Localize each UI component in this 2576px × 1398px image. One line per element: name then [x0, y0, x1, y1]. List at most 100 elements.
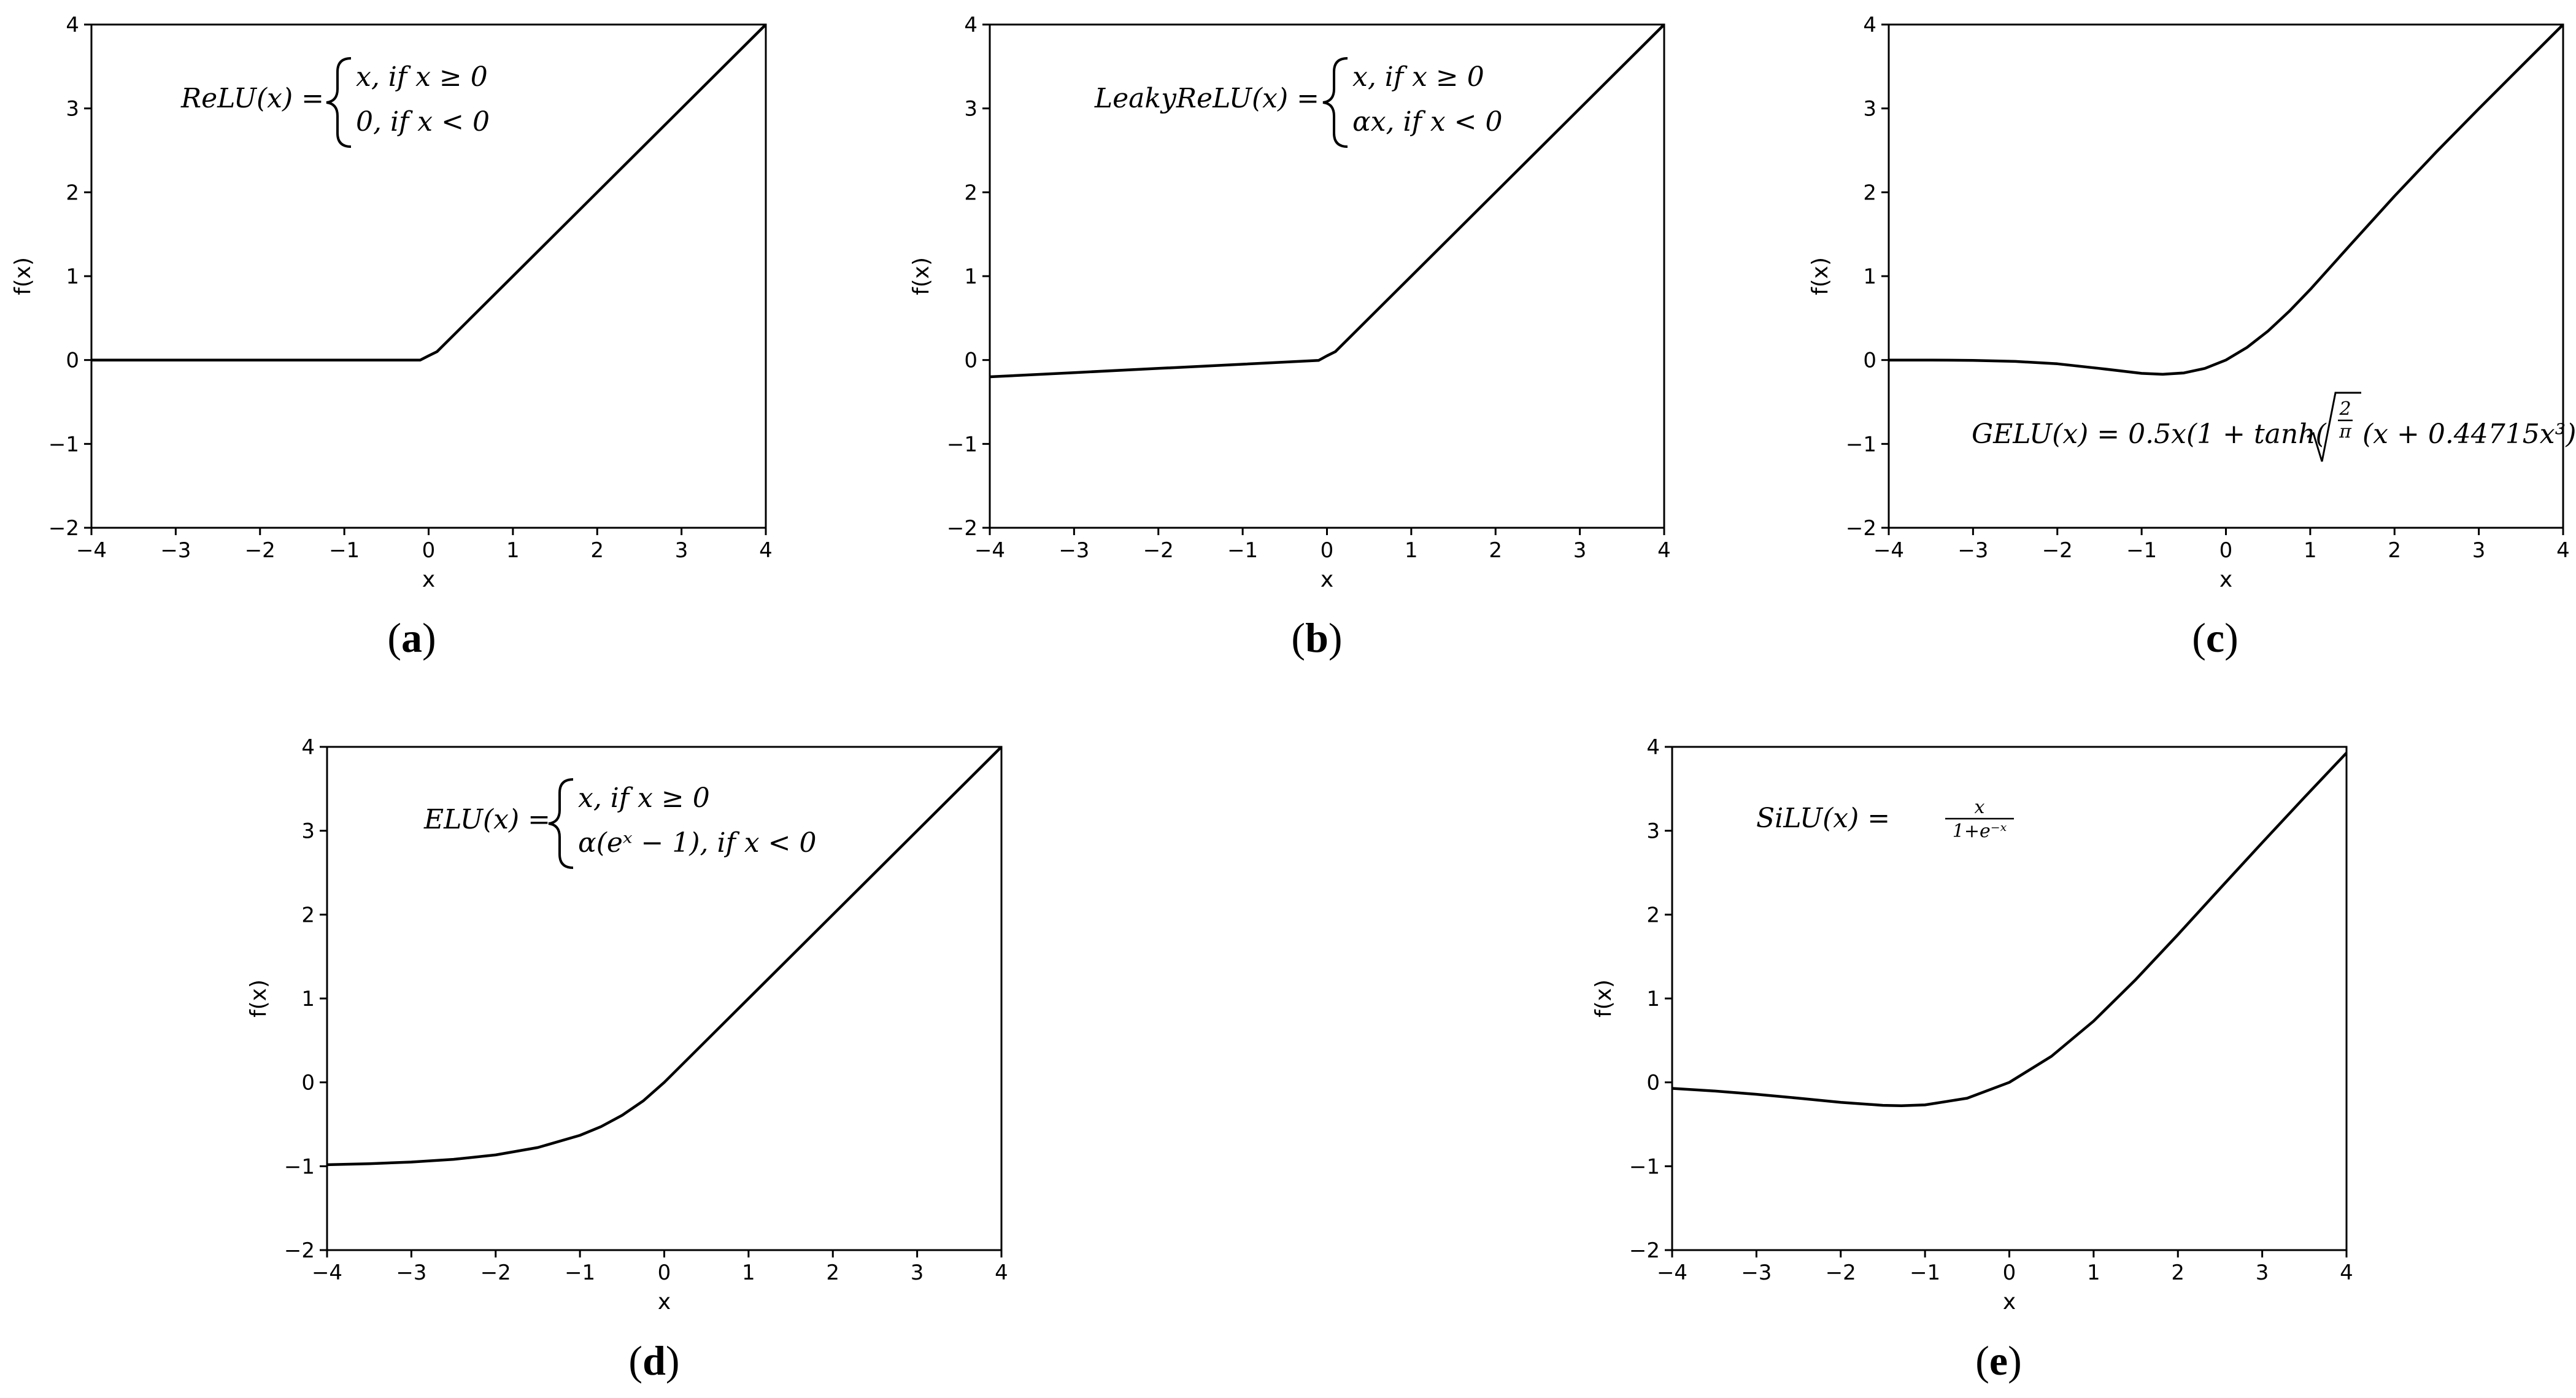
x-tick-label: −3 [396, 1261, 426, 1285]
y-tick-label: 2 [301, 903, 315, 927]
y-tick-label: 4 [964, 13, 978, 37]
brace-leaky-relu [1322, 57, 1348, 148]
x-tick-label: −2 [2042, 538, 2073, 563]
formula-silu-lhs: SiLU(x) = [1756, 803, 1890, 834]
x-tick-label: 1 [1405, 538, 1418, 563]
y-tick-label: 0 [964, 349, 978, 373]
x-tick-label: −2 [1143, 538, 1174, 563]
x-tick-label: 4 [759, 538, 773, 563]
x-tick-label: 0 [422, 538, 436, 563]
caption-b: (b) [1291, 614, 1342, 661]
x-tick-label: −4 [1657, 1261, 1687, 1285]
chart-relu: −4 −3 −2 −1 0 1 2 3 4 −2 −1 0 1 2 3 4 x f(x) [10, 13, 773, 592]
y-axis-label: f(x) [10, 257, 36, 295]
y-tick-label: 1 [964, 265, 978, 289]
y-tick-label: 2 [1863, 180, 1876, 205]
caption-c: (c) [2192, 614, 2239, 661]
y-tick-label: 3 [1646, 819, 1660, 844]
x-axis-label: x [658, 1289, 671, 1315]
x-tick-label: 2 [2388, 538, 2401, 563]
x-axis-label: x [2003, 1289, 2016, 1315]
x-tick-label: −1 [565, 1261, 595, 1285]
x-tick-label: 2 [2171, 1261, 2185, 1285]
y-axis-label: f(x) [909, 257, 934, 295]
y-tick-label: −1 [1846, 432, 1876, 457]
caption-e-letter: e [1989, 1337, 2008, 1384]
x-tick-label: −3 [160, 538, 191, 563]
x-tick-label: 0 [658, 1261, 671, 1285]
formula-relu-case1: x, if x ≥ 0 [356, 61, 488, 93]
brace-elu [548, 778, 574, 869]
y-tick-label: 3 [66, 97, 79, 122]
x-tick-label: 2 [826, 1261, 839, 1285]
formula-elu-case2: α(eˣ − 1), if x < 0 [578, 827, 817, 859]
formula-elu-case1: x, if x ≥ 0 [578, 782, 710, 814]
y-tick-label: −2 [48, 516, 79, 541]
x-tick-label: −2 [245, 538, 276, 563]
x-tick-label: 0 [2003, 1261, 2016, 1285]
caption-b-letter: b [1305, 614, 1328, 661]
y-tick-label: −1 [284, 1154, 315, 1179]
y-tick-label: 3 [1863, 97, 1876, 122]
formula-gelu: GELU(x) = 0.5x(1 + tanh( 2 π (x + 0.4471… [1972, 392, 2576, 462]
caption-d-letter: d [642, 1337, 666, 1384]
series-line [91, 23, 767, 361]
formula-silu: SiLU(x) = x 1+e⁻ˣ [1756, 797, 2014, 842]
formula-relu-lhs: ReLU(x) = [180, 83, 324, 114]
x-tick-label: −1 [1910, 1261, 1940, 1285]
y-tick-label: 4 [301, 735, 315, 760]
y-tick-label: −2 [947, 516, 978, 541]
x-tick-label: −1 [2126, 538, 2157, 563]
x-tick-label: 2 [590, 538, 604, 563]
x-tick-label: 4 [2340, 1261, 2353, 1285]
y-tick-label: 1 [1863, 265, 1876, 289]
x-tick-label: 3 [1573, 538, 1587, 563]
series-line [1889, 23, 2564, 376]
y-tick-label: 0 [301, 1071, 315, 1095]
plot-frame [1888, 23, 2564, 529]
y-tick-label: −1 [1629, 1154, 1660, 1179]
caption-d: (d) [628, 1337, 679, 1384]
chart-silu: −4 −3 −2 −1 0 1 2 3 4 −2 −1 0 1 2 3 4 x f(x) [1591, 735, 2353, 1315]
series-line [1672, 752, 2348, 1107]
x-tick-label: −4 [312, 1261, 342, 1285]
y-tick-label: 1 [301, 987, 315, 1011]
x-tick-label: 3 [2256, 1261, 2269, 1285]
formula-leaky-relu-case1: x, if x ≥ 0 [1352, 61, 1484, 93]
plot-frame [989, 23, 1665, 529]
formula-elu-lhs: ELU(x) = [423, 804, 550, 835]
x-tick-label: 3 [2472, 538, 2486, 563]
x-tick-label: 4 [1657, 538, 1671, 563]
y-tick-label: −2 [1846, 516, 1876, 541]
brace-relu [326, 57, 352, 148]
y-tick-label: 3 [301, 819, 315, 844]
caption-c-letter: c [2206, 614, 2224, 661]
x-tick-label: −2 [1826, 1261, 1856, 1285]
y-tick-label: 0 [1646, 1071, 1660, 1095]
x-tick-label: 4 [995, 1261, 1008, 1285]
y-tick-label: 1 [66, 265, 79, 289]
formula-relu-case2: 0, if x < 0 [356, 106, 490, 137]
sqrt-denominator: π [2339, 421, 2352, 442]
x-tick-label: 0 [2219, 538, 2233, 563]
formula-relu: ReLU(x) = x, if x ≥ 0 0, if x < 0 [180, 57, 490, 148]
x-tick-label: −1 [329, 538, 360, 563]
y-axis-label: f(x) [246, 979, 271, 1018]
x-tick-label: 3 [911, 1261, 924, 1285]
x-tick-label: 2 [1489, 538, 1502, 563]
formula-gelu-lhs: GELU(x) = 0.5x(1 + tanh( [1972, 419, 2327, 450]
panel-a: −4 −3 −2 −1 0 1 2 3 4 −2 −1 0 1 2 3 4 x f(x) (a) ReLU(x) … [10, 13, 773, 661]
x-tick-label: −4 [974, 538, 1005, 563]
caption-a-letter: a [401, 614, 422, 661]
y-tick-label: 2 [66, 180, 79, 205]
y-tick-label: 2 [964, 180, 978, 205]
caption-a: (a) [387, 614, 436, 661]
x-axis-label: x [1321, 567, 1333, 592]
y-tick-label: 4 [1863, 13, 1876, 37]
formula-silu-numerator: x [1975, 797, 1985, 818]
panel-c: −4 −3 −2 −1 0 1 2 3 4 −2 −1 0 1 2 3 4 x f(x) (c) GELU(x) … [1808, 13, 2576, 661]
x-tick-label: 1 [2304, 538, 2317, 563]
x-tick-label: −1 [1227, 538, 1258, 563]
y-tick-label: −2 [284, 1238, 315, 1263]
